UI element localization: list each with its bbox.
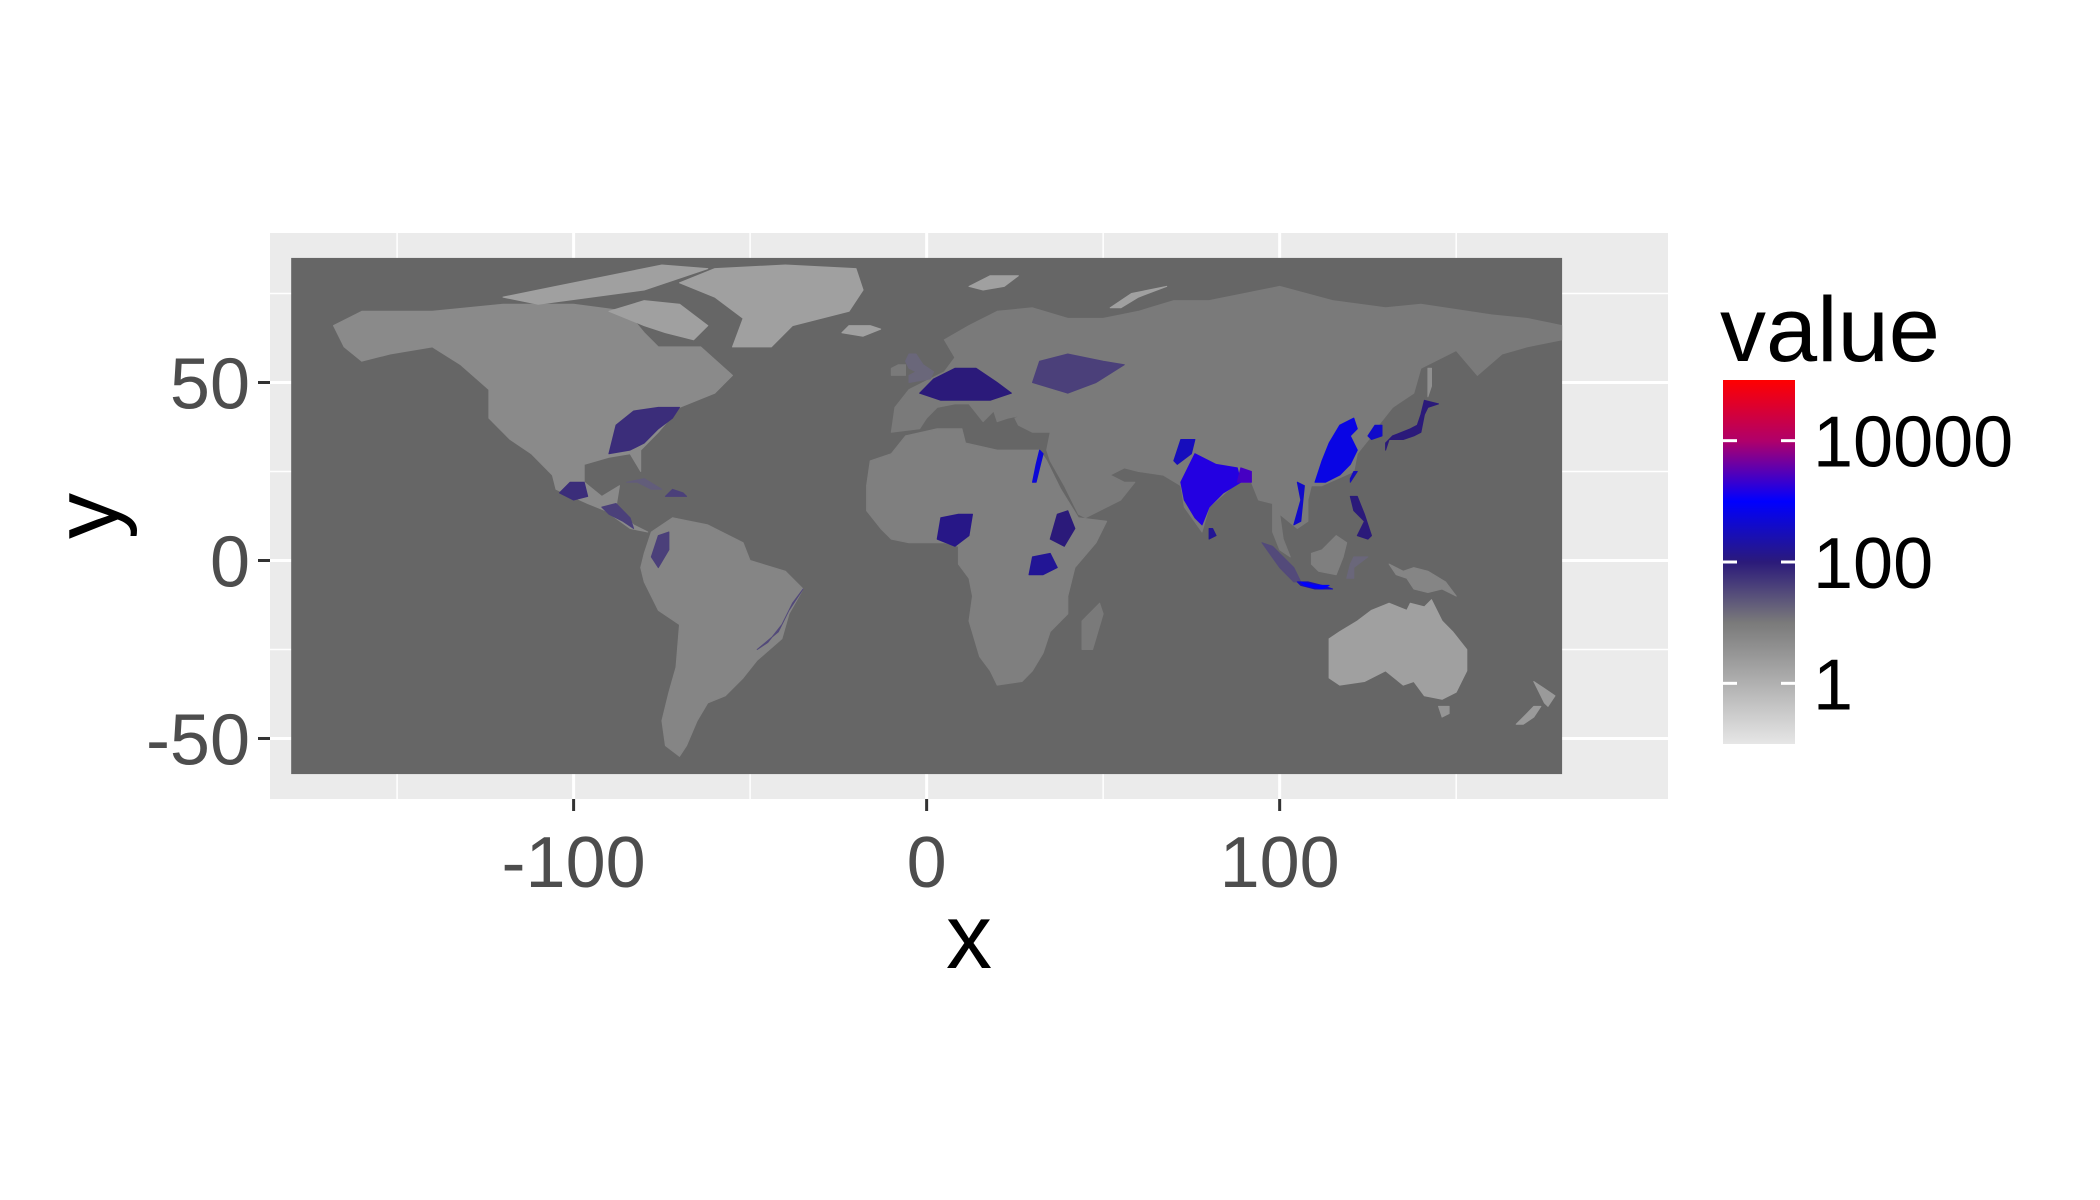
land-region xyxy=(841,325,882,337)
legend-ticks: 1 100 10000 xyxy=(1723,403,2013,725)
land-region xyxy=(1388,563,1457,597)
land-region xyxy=(1314,417,1358,483)
y-axis: -50 0 50 xyxy=(146,345,270,780)
land-region xyxy=(936,513,973,547)
land-region xyxy=(905,353,935,383)
legend-break-label: 10000 xyxy=(1813,403,2013,483)
legend-break-label: 1 xyxy=(1813,645,1853,725)
land-region xyxy=(756,588,804,650)
land-region xyxy=(664,488,688,497)
land-region xyxy=(601,503,635,529)
land-region xyxy=(1346,556,1369,579)
land-region xyxy=(1081,602,1104,650)
land-region xyxy=(968,275,1019,291)
land-region xyxy=(1049,510,1076,547)
land-region xyxy=(650,531,670,569)
land-region xyxy=(1173,439,1196,465)
land-region xyxy=(1328,599,1468,700)
land-region xyxy=(1385,399,1439,451)
land-region xyxy=(1349,471,1358,483)
land-region xyxy=(502,264,709,305)
land-region xyxy=(1028,552,1058,576)
land-region xyxy=(608,406,680,455)
x-tick-label: 0 xyxy=(907,823,947,903)
land-region xyxy=(1515,705,1542,725)
land-region xyxy=(890,364,906,376)
y-axis-title: y xyxy=(36,493,138,539)
land-region xyxy=(1293,481,1305,526)
legend: value 1 100 10000 xyxy=(1720,279,2013,744)
y-tick-label: 50 xyxy=(170,345,250,425)
land-region xyxy=(1310,535,1348,576)
land-region xyxy=(608,300,709,341)
land-region xyxy=(1208,528,1217,540)
land-region xyxy=(640,517,804,757)
x-tick-label: 100 xyxy=(1220,823,1340,903)
land-region xyxy=(1032,353,1125,394)
y-tick-label: -50 xyxy=(146,700,250,780)
land-region xyxy=(919,367,1012,401)
land-region xyxy=(890,285,1563,558)
y-tick-label: 0 xyxy=(210,522,250,602)
x-axis: -100 0 100 xyxy=(502,799,1340,903)
land-region xyxy=(1349,495,1372,540)
legend-break-label: 100 xyxy=(1813,524,1933,604)
land-cells xyxy=(333,264,1563,757)
land-region xyxy=(1300,581,1330,590)
x-tick-label: -100 xyxy=(502,823,646,903)
land-region xyxy=(1427,367,1432,398)
x-axis-title: x xyxy=(946,886,992,988)
land-region xyxy=(1367,424,1383,440)
legend-title: value xyxy=(1720,279,1940,381)
land-region xyxy=(559,481,589,501)
land-region xyxy=(1533,681,1556,707)
land-region xyxy=(1438,705,1450,718)
land-region xyxy=(1109,285,1168,309)
land-region xyxy=(1236,467,1252,483)
land-region xyxy=(333,303,733,533)
land-region xyxy=(679,264,864,348)
land-region xyxy=(1032,449,1044,483)
land-region xyxy=(1180,453,1242,526)
land-region xyxy=(626,478,663,490)
